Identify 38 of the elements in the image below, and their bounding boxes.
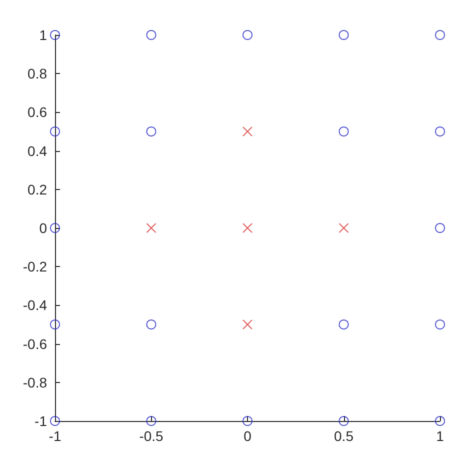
point — [146, 416, 156, 426]
x-tick-label: 0 — [244, 428, 252, 444]
point — [146, 320, 156, 330]
point — [338, 223, 349, 233]
point — [50, 320, 60, 330]
point — [50, 416, 60, 426]
point — [50, 223, 60, 233]
x-tick-label: 0.5 — [334, 428, 354, 444]
point — [435, 30, 445, 40]
y-tick-label: -0.2 — [22, 258, 48, 275]
y-tick-label: -0.8 — [22, 374, 48, 390]
point — [242, 223, 252, 233]
y-tick-label: 0.8 — [28, 66, 48, 82]
y-tick-label: -0.6 — [22, 336, 48, 352]
point — [435, 320, 445, 330]
y-tick-label: 0.2 — [28, 181, 48, 198]
point — [435, 126, 445, 136]
y-tick-label: 0.4 — [28, 142, 48, 159]
point — [338, 30, 349, 40]
point — [338, 416, 349, 426]
x-tick-label: 1 — [436, 428, 444, 444]
x-tick-label: -0.5 — [139, 428, 164, 444]
point — [146, 126, 156, 136]
point — [338, 126, 349, 136]
point — [50, 126, 60, 136]
point — [242, 416, 252, 426]
point — [242, 126, 252, 136]
y-tick-label: 0 — [39, 220, 48, 236]
point — [242, 320, 252, 330]
point — [435, 223, 445, 233]
y-tick-label: 1 — [39, 27, 48, 43]
y-tick-label: -0.4 — [22, 297, 48, 314]
point — [146, 30, 156, 40]
y-tick-label: -1 — [34, 413, 48, 429]
point — [146, 223, 156, 233]
point — [242, 30, 252, 40]
y-tick-label: 0.6 — [28, 104, 48, 120]
point — [338, 320, 349, 330]
